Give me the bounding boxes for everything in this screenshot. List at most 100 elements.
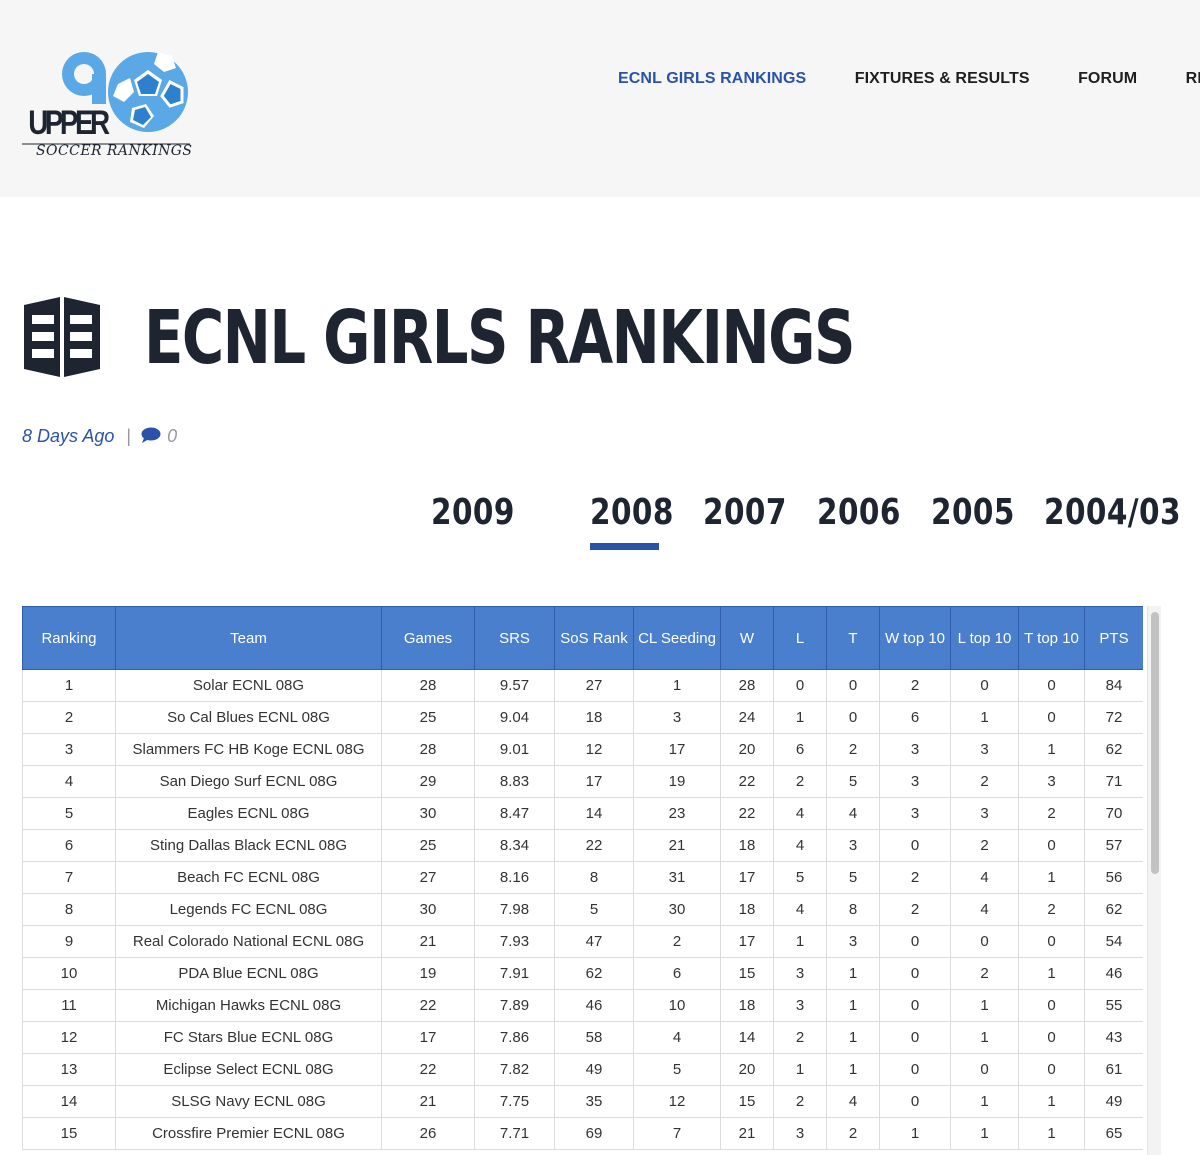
table-cell: 3 — [879, 765, 951, 798]
nav-ecnl-girls-rankings[interactable]: ECNL GIRLS RANKINGS — [618, 70, 807, 87]
table-cell: 1 — [773, 701, 827, 734]
table-cell: 7.93 — [474, 925, 555, 958]
table-cell: 8 — [826, 893, 880, 926]
table-cell: 2 — [633, 925, 721, 958]
table-cell: 1 — [950, 1085, 1019, 1118]
table-cell: 1 — [950, 1021, 1019, 1054]
meta-separator: | — [126, 426, 132, 446]
table-cell: 0 — [1018, 829, 1085, 862]
table-cell: 6 — [633, 957, 721, 990]
column-header-srs[interactable]: SRS — [474, 606, 555, 670]
table-cell: 18 — [720, 829, 774, 862]
column-header-t[interactable]: T — [826, 606, 880, 670]
column-header-w-top-10[interactable]: W top 10 — [879, 606, 951, 670]
table-cell: 10 — [633, 989, 721, 1022]
table-cell: 0 — [950, 669, 1019, 702]
table-cell: Real Colorado National ECNL 08G — [115, 925, 382, 958]
table-cell: 0 — [879, 989, 951, 1022]
table-cell: 8.16 — [474, 861, 555, 894]
table-cell: 18 — [720, 893, 774, 926]
table-cell: 14 — [22, 1085, 116, 1118]
table-cell: 62 — [1084, 733, 1143, 766]
nav-fixtures-results[interactable]: FIXTURES & RESULTS — [854, 70, 1030, 87]
table-cell: 27 — [381, 861, 475, 894]
column-header-l-top-10[interactable]: L top 10 — [950, 606, 1019, 670]
table-cell: 0 — [1018, 1053, 1085, 1086]
table-cell: 3 — [1018, 765, 1085, 798]
table-cell: SLSG Navy ECNL 08G — [115, 1085, 382, 1118]
table-cell: 2 — [773, 765, 827, 798]
table-cell: 1 — [1018, 861, 1085, 894]
table-cell: 0 — [879, 957, 951, 990]
table-cell: 7 — [22, 861, 116, 894]
table-cell: 55 — [1084, 989, 1143, 1022]
table-cell: 0 — [773, 669, 827, 702]
table-cell: 22 — [720, 797, 774, 830]
tab-2007[interactable]: 2007 — [703, 492, 787, 533]
column-header-games[interactable]: Games — [381, 606, 475, 670]
table-cell: 0 — [1018, 925, 1085, 958]
table-cell: 17 — [554, 765, 634, 798]
column-header-t-top-10[interactable]: T top 10 — [1018, 606, 1085, 670]
table-cell: 1 — [826, 1021, 880, 1054]
table-cell: 58 — [554, 1021, 634, 1054]
rankings-table: Ranking Team Games SRS SoS Rank CL Seeding W L T… — [22, 606, 1143, 1150]
post-date[interactable]: 8 Days Ago — [22, 426, 115, 446]
table-row: 4 San Diego Surf ECNL 08G 29 8.83 17 19 22 2 5 3 2… — [22, 765, 1143, 798]
table-cell: 3 — [879, 797, 951, 830]
table-cell: 20 — [720, 733, 774, 766]
table-cell: 26 — [381, 1117, 475, 1150]
table-body: 1 Solar ECNL 08G 28 9.57 27 1 28 0 0 2 0 0 84 2 So Cal… — [22, 669, 1143, 1150]
comment-count[interactable]: 0 — [167, 426, 178, 446]
table-cell: 3 — [879, 733, 951, 766]
tab-2006[interactable]: 2006 — [817, 492, 901, 533]
column-header-cl-seeding[interactable]: CL Seeding — [633, 606, 721, 670]
table-cell: 7 — [633, 1117, 721, 1150]
table-cell: 0 — [1018, 669, 1085, 702]
table-row: 5 Eagles ECNL 08G 30 8.47 14 23 22 4 4 3 3 2 70 — [22, 797, 1143, 830]
column-header-pts[interactable]: PTS — [1084, 606, 1143, 670]
table-cell: 1 — [826, 989, 880, 1022]
table-cell: 7.71 — [474, 1117, 555, 1150]
tab-2009[interactable]: 2009 — [431, 492, 515, 533]
table-row: 8 Legends FC ECNL 08G 30 7.98 5 30 18 4 8 2 4 2 62 — [22, 893, 1143, 926]
table-cell: 4 — [22, 765, 116, 798]
comment-bubble-icon[interactable] — [141, 427, 161, 449]
table-row: 2 So Cal Blues ECNL 08G 25 9.04 18 3 24 1 0 6 1 0 72 — [22, 701, 1143, 734]
table-cell: 69 — [554, 1117, 634, 1150]
table-cell: 2 — [950, 829, 1019, 862]
table-cell: 2 — [826, 1117, 880, 1150]
tab-2004-03[interactable]: 2004/03 — [1044, 492, 1181, 533]
column-header-l[interactable]: L — [773, 606, 827, 670]
column-header-sos-rank[interactable]: SoS Rank — [554, 606, 634, 670]
site-logo[interactable]: UPPER SOCCER RANKINGS — [20, 44, 200, 162]
table-cell: 54 — [1084, 925, 1143, 958]
tab-2005[interactable]: 2005 — [931, 492, 1015, 533]
table-cell: 22 — [381, 989, 475, 1022]
scrollbar-thumb[interactable] — [1151, 612, 1159, 874]
table-row: 11 Michigan Hawks ECNL 08G 22 7.89 46 10 18 3 1 0… — [22, 989, 1143, 1022]
table-cell: 22 — [381, 1053, 475, 1086]
tab-2008[interactable]: 2008 — [590, 492, 674, 533]
table-cell: 8 — [554, 861, 634, 894]
table-cell: 70 — [1084, 797, 1143, 830]
column-header-team[interactable]: Team — [115, 606, 382, 670]
year-tabs: 2009 2008 2007 2006 2005 2004/03 — [0, 492, 1200, 552]
nav-forum[interactable]: FORUM — [1078, 70, 1138, 87]
table-cell: 57 — [1084, 829, 1143, 862]
table-cell: 21 — [633, 829, 721, 862]
table-cell: 2 — [879, 893, 951, 926]
table-row: 3 Slammers FC HB Koge ECNL 08G 28 9.01 12 17 2… — [22, 733, 1143, 766]
column-header-w[interactable]: W — [720, 606, 774, 670]
table-cell: 46 — [1084, 957, 1143, 990]
nav-register[interactable]: REGIST — [1185, 70, 1200, 87]
table-cell: 4 — [773, 893, 827, 926]
soccer-ball-logo-icon: UPPER SOCCER RANKINGS — [22, 52, 192, 159]
table-cell: 18 — [720, 989, 774, 1022]
column-header-ranking[interactable]: Ranking — [22, 606, 116, 670]
table-scrollbar[interactable] — [1147, 606, 1161, 1155]
table-cell: 0 — [950, 925, 1019, 958]
table-cell: 29 — [381, 765, 475, 798]
table-cell: 22 — [554, 829, 634, 862]
table-cell: 8 — [22, 893, 116, 926]
